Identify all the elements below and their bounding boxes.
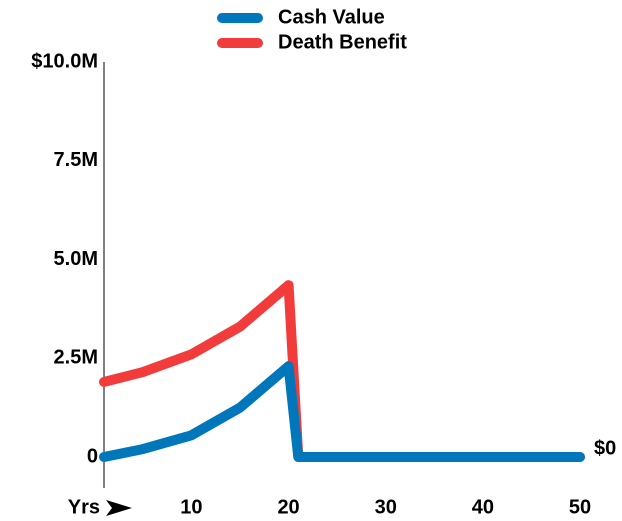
x-tick-label: 40 <box>472 496 494 518</box>
series-line <box>99 280 585 462</box>
x-tick-label: 50 <box>569 496 591 518</box>
legend-label: Cash Value <box>278 6 385 28</box>
y-tick-label: $10.0M <box>31 50 98 72</box>
x-tick-label: 30 <box>375 496 397 518</box>
x-axis-label: Yrs <box>68 496 100 518</box>
x-tick-label: 10 <box>180 496 202 518</box>
legend-label: Death Benefit <box>278 31 407 53</box>
y-tick-label: 7.5M <box>54 149 98 171</box>
y-tick-label: 5.0M <box>54 248 98 270</box>
value-label: $0 <box>594 437 616 459</box>
y-tick-label: 0 <box>87 445 98 467</box>
x-tick-label: 20 <box>277 496 299 518</box>
x-axis-arrow <box>106 500 132 516</box>
y-tick-label: 2.5M <box>54 347 98 369</box>
series-line <box>99 361 585 462</box>
